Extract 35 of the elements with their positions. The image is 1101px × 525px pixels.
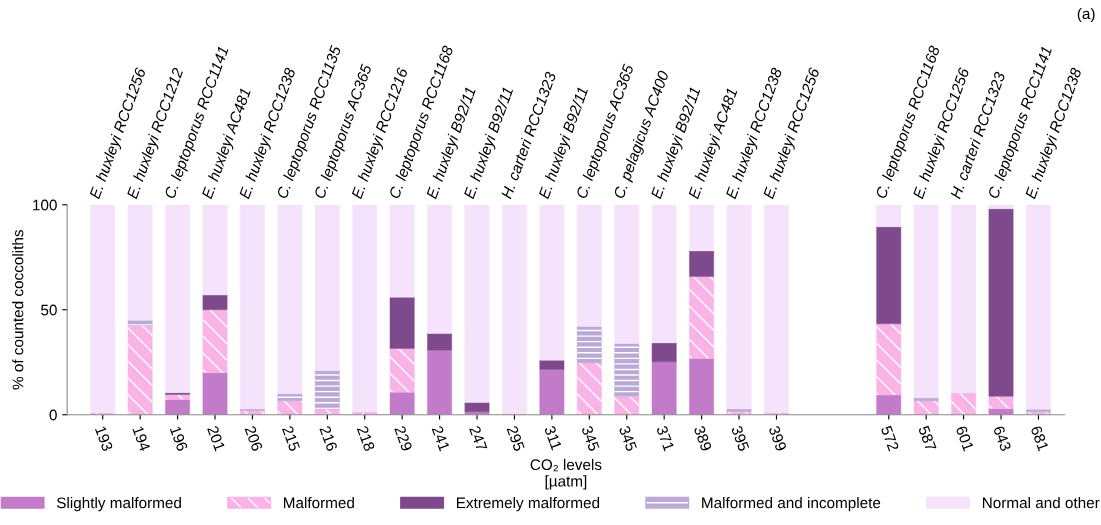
x-tick-label: 587 — [918, 425, 937, 452]
x-tick-label: 345 — [581, 425, 600, 452]
x-tick-label: 311 — [544, 425, 563, 451]
y-tick-label: 100 — [33, 199, 57, 211]
x-tick-label: 643 — [993, 425, 1012, 452]
y-axis-title: % of counted coccoliths — [12, 230, 24, 390]
y-tick-label: 50 — [41, 304, 57, 316]
x-tick-label: 572 — [880, 425, 900, 452]
x-tick-label: 247 — [469, 425, 488, 452]
x-tick-label: 196 — [169, 425, 189, 452]
x-tick-label: 201 — [207, 425, 226, 452]
y-tick-label: 0 — [49, 409, 57, 421]
x-tick-label: 216 — [319, 425, 338, 452]
text: (a) — [1077, 7, 1095, 23]
x-tick-label: 206 — [244, 425, 263, 452]
x-tick-label: 229 — [394, 425, 413, 452]
x-tick-label: 681 — [1030, 425, 1049, 452]
legend-label: Normal and other — [982, 497, 1100, 509]
x-tick-label: 215 — [281, 425, 301, 452]
x-tick-label: 345 — [618, 425, 638, 452]
x-tick-label: 241 — [431, 425, 451, 452]
x-tick-label: 295 — [506, 425, 525, 452]
x-tick-label: 194 — [132, 425, 151, 452]
x-tick-label: 193 — [94, 425, 114, 452]
legend-label: Extremely malformed — [456, 497, 600, 512]
x-tick-label: 395 — [731, 425, 750, 452]
x-axis-title: CO₂ levels [µatm] — [530, 458, 602, 490]
x-tick-label: 389 — [693, 425, 713, 452]
x-tick-label: 371 — [656, 425, 675, 452]
x-tick-label: 218 — [356, 425, 376, 452]
x-tick-label: 601 — [955, 425, 975, 452]
legend-label: Slightly malformed — [56, 497, 181, 512]
legend-label: Malformed and incomplete — [702, 497, 881, 512]
x-tick-label: 399 — [768, 425, 787, 452]
legend-label: Malformed — [283, 497, 354, 509]
